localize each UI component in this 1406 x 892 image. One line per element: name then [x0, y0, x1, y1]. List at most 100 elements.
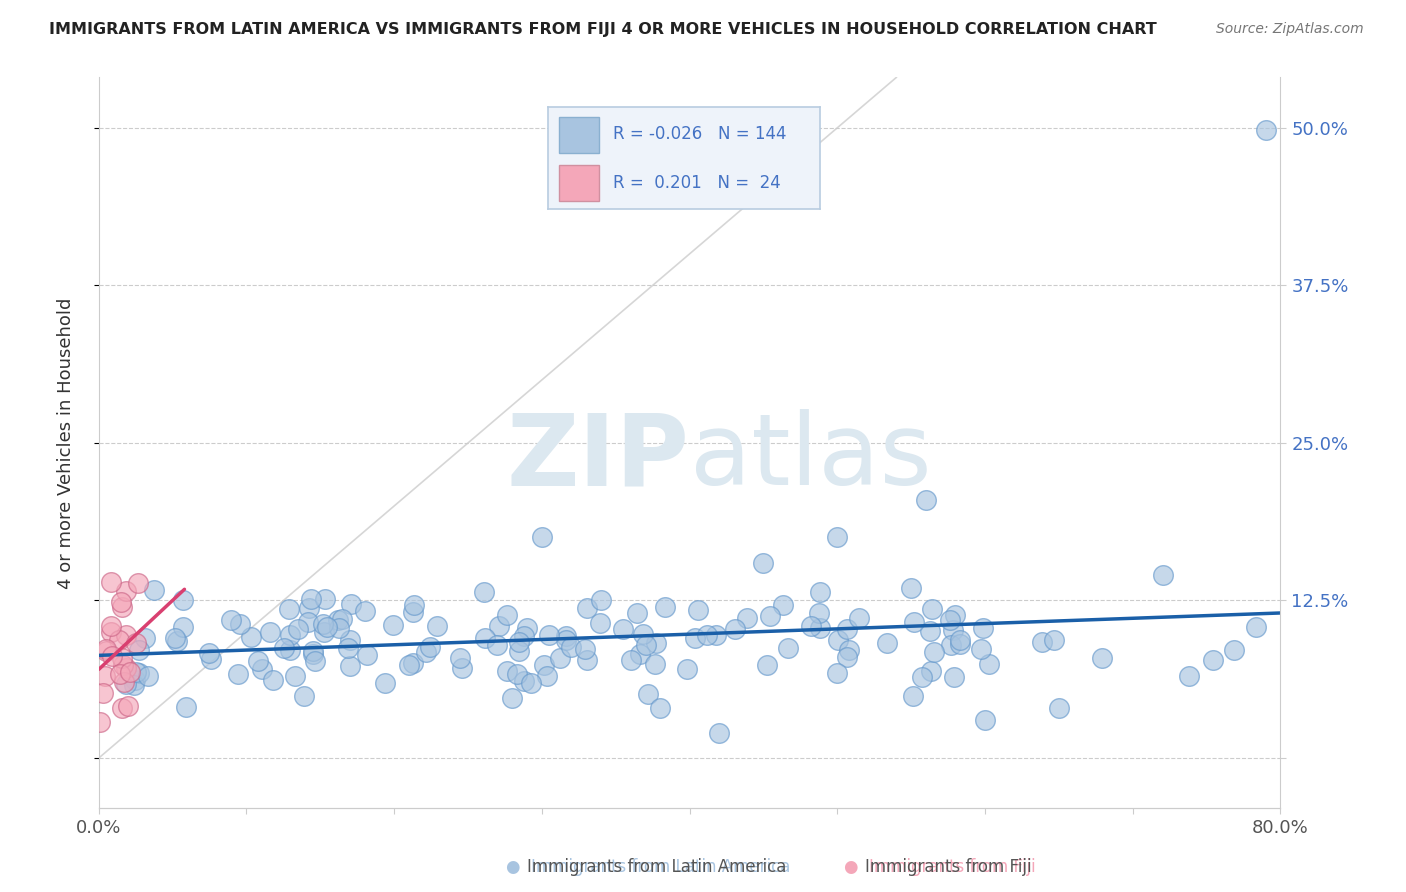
Point	[402, 656, 425, 670]
Point	[1091, 650, 1114, 665]
Point	[554, 633, 576, 648]
Point	[1152, 568, 1174, 582]
Text: ZIP: ZIP	[506, 409, 689, 506]
Point	[124, 678, 146, 692]
Point	[530, 531, 553, 545]
Point	[292, 690, 315, 704]
Point	[533, 658, 555, 673]
Point	[117, 699, 139, 714]
Point	[312, 625, 335, 640]
Point	[240, 630, 263, 644]
Point	[683, 631, 706, 645]
Point	[114, 628, 136, 642]
Point	[808, 584, 831, 599]
Point	[574, 641, 596, 656]
Point	[339, 598, 361, 612]
Point	[127, 576, 149, 591]
Text: ●  Immigrants from Latin America: ● Immigrants from Latin America	[506, 858, 790, 876]
Point	[676, 662, 699, 676]
Point	[449, 651, 471, 665]
Text: ●  Immigrants from Fiji: ● Immigrants from Fiji	[844, 858, 1035, 876]
Point	[136, 669, 159, 683]
Point	[589, 616, 612, 631]
Point	[415, 645, 437, 659]
Point	[402, 598, 425, 612]
Point	[1246, 620, 1268, 634]
Point	[612, 622, 634, 636]
Point	[800, 619, 823, 633]
Point	[398, 658, 420, 673]
Point	[284, 669, 307, 683]
Point	[226, 666, 249, 681]
Text: IMMIGRANTS FROM LATIN AMERICA VS IMMIGRANTS FROM FIJI 4 OR MORE VEHICLES IN HOUS: IMMIGRANTS FROM LATIN AMERICA VS IMMIGRA…	[49, 22, 1157, 37]
Point	[287, 622, 309, 636]
Point	[125, 665, 148, 679]
Point	[838, 642, 860, 657]
Point	[488, 619, 510, 633]
Point	[900, 581, 922, 595]
Point	[124, 636, 146, 650]
Point	[328, 613, 350, 627]
Point	[110, 599, 132, 614]
Point	[278, 628, 301, 642]
Point	[198, 646, 221, 660]
Point	[939, 638, 962, 652]
Point	[548, 651, 571, 665]
Point	[128, 642, 150, 657]
Point	[229, 617, 252, 632]
Point	[637, 687, 659, 701]
Point	[330, 612, 353, 626]
Point	[901, 690, 924, 704]
Point	[111, 651, 134, 665]
Text: Immigrants from Fiji: Immigrants from Fiji	[844, 858, 1031, 876]
Point	[93, 669, 115, 683]
Point	[278, 642, 301, 657]
Point	[381, 618, 404, 632]
Point	[299, 591, 322, 606]
Point	[538, 628, 561, 642]
Point	[259, 624, 281, 639]
Point	[735, 611, 758, 625]
Point	[107, 632, 129, 647]
Point	[949, 637, 972, 651]
Point	[979, 657, 1001, 672]
Point	[575, 653, 598, 667]
Point	[174, 700, 197, 714]
Point	[100, 625, 122, 640]
Point	[808, 607, 831, 621]
Point	[654, 599, 676, 614]
Point	[91, 686, 114, 700]
Point	[219, 613, 242, 627]
Point	[758, 609, 780, 624]
Point	[328, 621, 350, 635]
Point	[513, 674, 536, 689]
Point	[970, 641, 993, 656]
Point	[921, 602, 943, 616]
Point	[474, 632, 496, 646]
Point	[752, 556, 775, 570]
Point	[920, 624, 942, 639]
Point	[298, 600, 321, 615]
Point	[356, 648, 378, 662]
Point	[520, 676, 543, 690]
Point	[626, 607, 648, 621]
Point	[277, 601, 299, 615]
Point	[943, 607, 966, 622]
Point	[472, 585, 495, 599]
Point	[575, 601, 598, 615]
Point	[778, 641, 800, 656]
Point	[314, 591, 336, 606]
Point	[876, 636, 898, 650]
Point	[302, 647, 325, 661]
Point	[172, 592, 194, 607]
Point	[631, 627, 654, 641]
Point	[943, 670, 966, 684]
Point	[304, 654, 326, 668]
Point	[100, 574, 122, 589]
Point	[1178, 669, 1201, 683]
Point	[94, 643, 117, 657]
Point	[835, 622, 858, 636]
Point	[513, 629, 536, 643]
Text: atlas: atlas	[689, 409, 931, 506]
Point	[974, 713, 997, 727]
